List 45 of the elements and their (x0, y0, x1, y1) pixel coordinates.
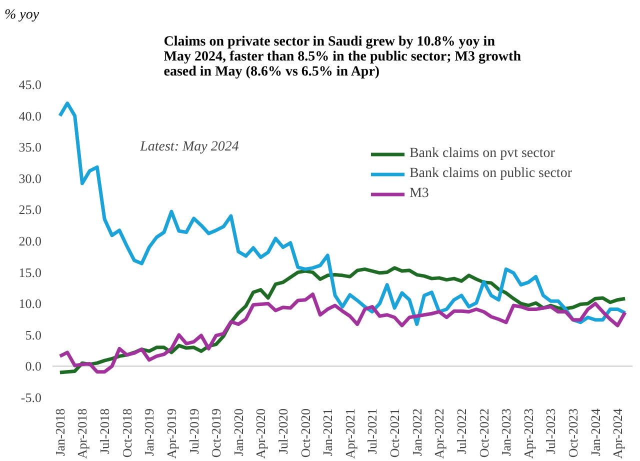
legend-label: M3 (409, 186, 430, 202)
y-tick-label: -5.0 (20, 390, 42, 405)
y-axis-title: % yoy (4, 8, 40, 22)
y-tick-label: 45.0 (18, 77, 42, 92)
x-tick-label: Oct-2018 (119, 408, 134, 458)
x-tick-label: Apr-2020 (253, 408, 268, 459)
y-tick-label: 15.0 (18, 264, 42, 280)
x-tick-label: Jan-2019 (142, 408, 157, 456)
x-tick-label: Apr-2021 (342, 408, 358, 459)
y-tick-label: 5.0 (25, 327, 42, 342)
y-tick-label: 30.0 (18, 170, 42, 186)
x-tick-label: Jul-2021 (364, 408, 380, 454)
x-tick-label: Oct-2019 (208, 408, 224, 458)
x-tick-label: Oct-2020 (298, 408, 313, 458)
x-tick-label: Jan-2024 (588, 408, 603, 456)
x-tick-label: Oct-2022 (476, 408, 492, 458)
annotation: Latest: May 2024 (139, 140, 239, 154)
x-tick-label: Apr-2024 (610, 408, 626, 459)
x-tick-label: Jul-2018 (97, 408, 112, 454)
x-tick-label: Apr-2019 (164, 408, 179, 459)
legend-label: Bank claims on public sector (409, 166, 572, 182)
x-tick-label: Oct-2023 (566, 408, 581, 458)
x-tick-label: Apr-2022 (432, 408, 447, 459)
x-tick-label: Jan-2023 (498, 408, 514, 456)
line-series (58, 102, 627, 326)
x-tick-label: Jan-2022 (409, 408, 424, 456)
x-tick-label: Apr-2023 (520, 408, 536, 459)
chart-title: Claims on private sector in Saudi grew by 10.8% yoy in May 2024, faster than 8.5% in the public sector; M3 growth eased in May (8.6% vs 6.5% in Apr) (164, 34, 522, 80)
y-tick-label: 25.0 (18, 202, 42, 218)
y-tick-label: 40.0 (18, 108, 42, 124)
x-tick-label: Jan-2020 (230, 408, 246, 456)
x-tick-label: Apr-2018 (74, 408, 90, 459)
x-tick-label: Jul-2020 (276, 408, 291, 454)
y-tick-label: 10.0 (18, 296, 42, 312)
x-tick-label: Jan-2021 (320, 408, 336, 456)
y-tick-label: 0.0 (25, 358, 42, 374)
x-tick-label: Jul-2019 (186, 408, 202, 454)
y-tick-label: 20.0 (18, 234, 42, 248)
legend-label: Bank claims on pvt sector (409, 146, 555, 162)
x-tick-label: Oct-2021 (387, 408, 402, 458)
x-tick-label: Jul-2023 (543, 408, 558, 454)
y-tick-label: 35.0 (18, 140, 42, 155)
x-tick-label: Jan-2018 (52, 408, 68, 456)
x-tick-label: Jul-2022 (454, 408, 469, 454)
line-series (58, 292, 627, 374)
